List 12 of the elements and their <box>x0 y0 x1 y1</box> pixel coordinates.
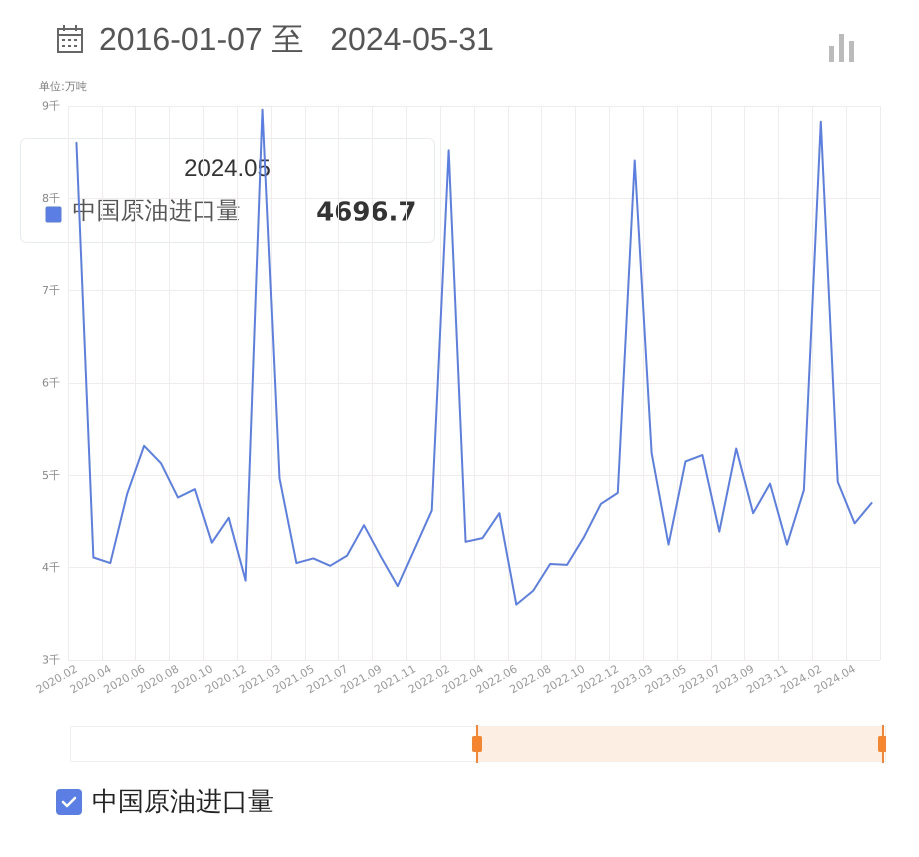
annotation: 4696.7 <box>316 198 416 228</box>
y-tick-label: 4千 <box>42 561 60 574</box>
y-tick-label: 9千 <box>42 100 60 112</box>
text: 中国原油进口量 <box>92 787 274 817</box>
y-tick-label: 7千 <box>42 284 60 298</box>
y-tick-label: 3千 <box>42 654 60 666</box>
y-tick-label: 8千 <box>42 192 60 205</box>
chart-title: 2016-01-07 至 2024-05-31 <box>99 21 494 57</box>
y-tick-label: 5千 <box>42 468 60 482</box>
y-tick-label: 6千 <box>42 376 60 390</box>
y-axis-title: 单位:万吨 <box>39 80 87 93</box>
line-series <box>75 108 873 606</box>
